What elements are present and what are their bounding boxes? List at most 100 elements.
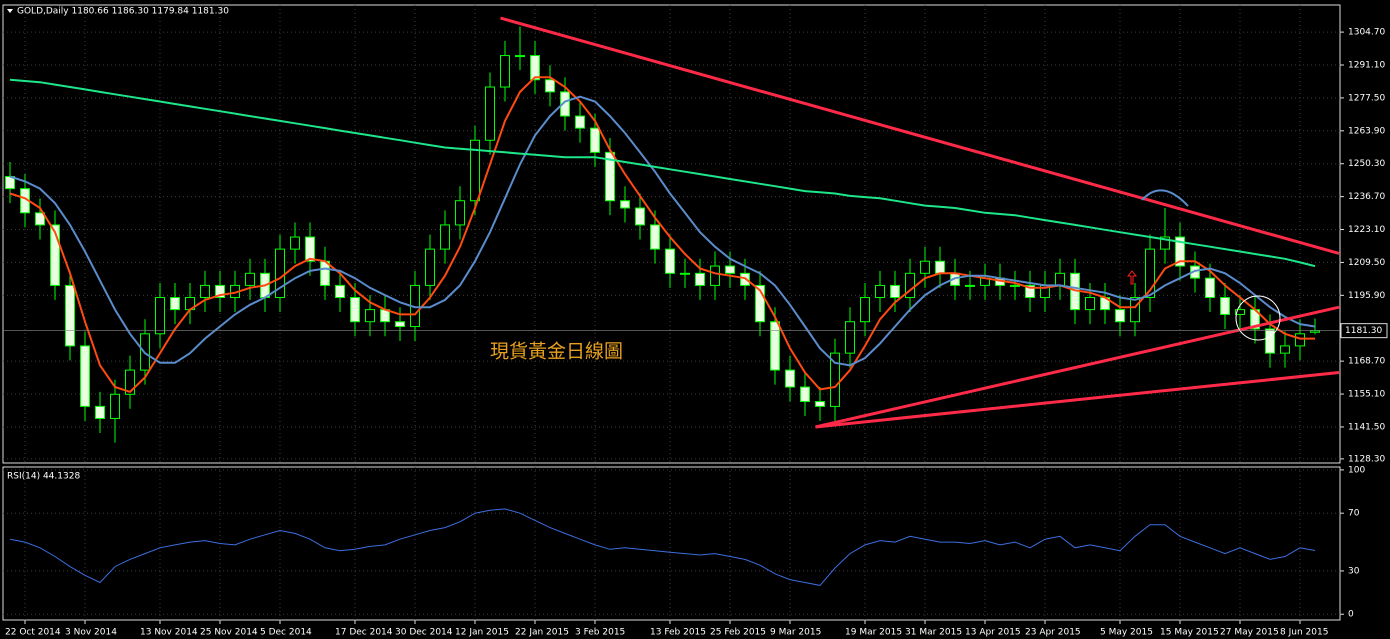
candle-body <box>170 297 180 311</box>
candle-body <box>1010 284 1020 287</box>
moving-average <box>9 78 1316 268</box>
rsi-line <box>9 508 1316 586</box>
candle-body <box>935 260 945 274</box>
candle-body <box>965 284 975 287</box>
x-tick-label: 3 Feb 2015 <box>575 628 625 638</box>
candle-body <box>305 236 315 262</box>
y-tick-label: 1263.90 <box>1348 126 1385 136</box>
last-price-box <box>1340 323 1388 339</box>
candle-body <box>755 284 765 323</box>
y-tick-label: 1236.70 <box>1348 192 1385 202</box>
x-tick-label: 17 Dec 2014 <box>335 628 393 638</box>
candle-body <box>200 284 210 299</box>
candle-body <box>590 127 600 153</box>
trendline <box>815 371 1340 429</box>
candle-body <box>875 284 885 299</box>
x-tick-label: 3 Nov 2014 <box>65 628 117 638</box>
x-tick-label: 13 Apr 2015 <box>965 628 1021 638</box>
candle-body <box>1235 309 1245 315</box>
candle-body <box>545 79 555 93</box>
candle-body <box>125 369 135 395</box>
x-tick-label: 25 Feb 2015 <box>710 628 766 638</box>
y-tick-label: 1141.50 <box>1348 422 1385 432</box>
x-tick-label: 8 Jun 2015 <box>1280 628 1328 638</box>
candle-body <box>725 265 735 274</box>
x-tick-label: 13 Feb 2015 <box>650 628 706 638</box>
candle-body <box>710 265 720 286</box>
y-tick-label: 1304.70 <box>1348 28 1385 38</box>
candle-body <box>620 200 630 209</box>
candle-body <box>815 401 825 407</box>
y-tick-label: 1168.70 <box>1348 357 1385 367</box>
candle-body <box>1205 277 1215 299</box>
candle-body <box>500 55 510 88</box>
x-tick-label: 5 May 2015 <box>1100 628 1153 638</box>
rsi-title: RSI(14) 44.1328 <box>7 472 80 482</box>
candle-body <box>1055 272 1065 286</box>
last-price-label: 1181.30 <box>1345 326 1382 336</box>
annotation: 現貨黃金日線圖 <box>490 341 623 363</box>
y-tick-label: 0 <box>1348 610 1354 620</box>
y-tick-label: 1128.30 <box>1348 454 1385 464</box>
candle-body <box>455 200 465 226</box>
candle-body <box>335 284 345 299</box>
candle-body <box>1115 309 1125 323</box>
candle-body <box>65 284 75 347</box>
x-tick-label: 23 Apr 2015 <box>1025 628 1081 638</box>
candle-body <box>770 321 780 371</box>
y-tick-label: 1291.10 <box>1348 61 1385 71</box>
candle-body <box>1130 297 1140 323</box>
candle-body <box>515 55 525 58</box>
candle-body <box>1025 284 1035 299</box>
candle-body <box>800 386 810 403</box>
candle-body <box>290 236 300 250</box>
candle-body <box>560 91 570 117</box>
candle-body <box>920 260 930 274</box>
candle-body <box>1265 328 1275 354</box>
x-tick-label: 15 May 2015 <box>1160 628 1219 638</box>
candle-body <box>425 248 435 286</box>
moving-average <box>9 95 1316 367</box>
candle-body <box>350 297 360 323</box>
candle-body <box>1160 236 1170 250</box>
menu-arrow[interactable] <box>7 9 13 13</box>
trendline <box>500 16 1340 255</box>
candle-body <box>530 55 540 81</box>
candle-body <box>365 309 375 323</box>
arrow-marker <box>1126 270 1138 285</box>
candle-body <box>1085 297 1095 311</box>
y-tick-label: 30 <box>1348 566 1360 576</box>
y-tick-label: 1195.90 <box>1348 291 1385 301</box>
y-tick-label: 70 <box>1348 509 1360 519</box>
y-tick-label: 1209.50 <box>1348 258 1385 268</box>
candle-body <box>785 369 795 388</box>
x-tick-label: 31 Mar 2015 <box>905 628 962 638</box>
candle-body <box>395 321 405 328</box>
candle-body <box>470 139 480 202</box>
candle-body <box>110 393 120 419</box>
x-tick-label: 5 Dec 2014 <box>260 628 312 638</box>
candle-body <box>485 86 495 141</box>
x-tick-label: 30 Dec 2014 <box>395 628 453 638</box>
candle-body <box>440 224 450 250</box>
chart-title: GOLD,Daily 1180.66 1186.30 1179.84 1181.… <box>17 7 229 17</box>
candle-body <box>860 297 870 323</box>
candle-body <box>1220 297 1230 315</box>
x-tick-label: 19 Mar 2015 <box>845 628 902 638</box>
y-tick-label: 1277.50 <box>1348 93 1385 103</box>
candle-body <box>1280 345 1290 354</box>
x-tick-label: 12 Jan 2015 <box>455 628 509 638</box>
x-tick-label: 25 Nov 2014 <box>200 628 258 638</box>
candle-body <box>665 248 675 274</box>
candle-body <box>830 352 840 407</box>
highlight-circle <box>1235 295 1281 341</box>
candle-body <box>50 224 60 286</box>
y-tick-label: 1155.10 <box>1348 390 1385 400</box>
candle-body <box>155 297 165 335</box>
x-tick-label: 9 Mar 2015 <box>770 628 821 638</box>
candle-body <box>245 272 255 286</box>
price-pane <box>2 4 1341 464</box>
x-tick-label: 27 May 2015 <box>1220 628 1279 638</box>
candle-body <box>1175 236 1185 267</box>
